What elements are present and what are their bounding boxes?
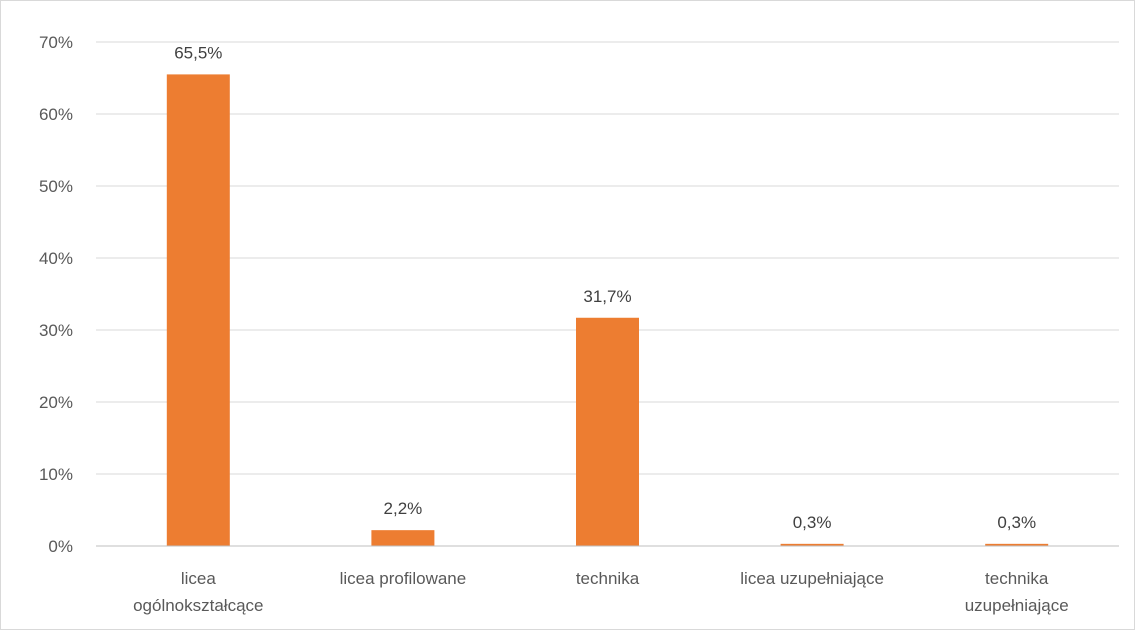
bar-0: [166, 74, 230, 547]
bar-3: [780, 543, 844, 546]
data-label-4: 0,3%: [997, 513, 1036, 532]
data-label-3: 0,3%: [793, 513, 832, 532]
y-tick-label-6: 60%: [39, 105, 73, 124]
data-label-1: 2,2%: [384, 499, 423, 518]
data-label-0: 65,5%: [174, 43, 222, 62]
x-category-label-4-line-1: uzupełniające: [965, 596, 1069, 615]
x-category-label-0-line-1: ogólnokształcące: [133, 596, 263, 615]
x-category-label-4-line-0: technika: [985, 569, 1049, 588]
bar-1: [371, 530, 435, 546]
x-category-label-2-line-0: technika: [576, 569, 640, 588]
x-category-label-1-line-0: licea profilowane: [340, 569, 467, 588]
y-tick-label-4: 40%: [39, 249, 73, 268]
bar-4: [985, 543, 1049, 546]
bar-2: [576, 317, 639, 546]
data-label-2: 31,7%: [583, 287, 631, 306]
y-tick-label-3: 30%: [39, 321, 73, 340]
y-tick-label-5: 50%: [39, 177, 73, 196]
x-category-label-3-line-0: licea uzupełniające: [740, 569, 884, 588]
y-tick-label-7: 70%: [39, 33, 73, 52]
y-tick-label-2: 20%: [39, 393, 73, 412]
y-tick-label-0: 0%: [48, 537, 73, 556]
x-category-label-0-line-0: licea: [181, 569, 217, 588]
y-tick-label-1: 10%: [39, 465, 73, 484]
